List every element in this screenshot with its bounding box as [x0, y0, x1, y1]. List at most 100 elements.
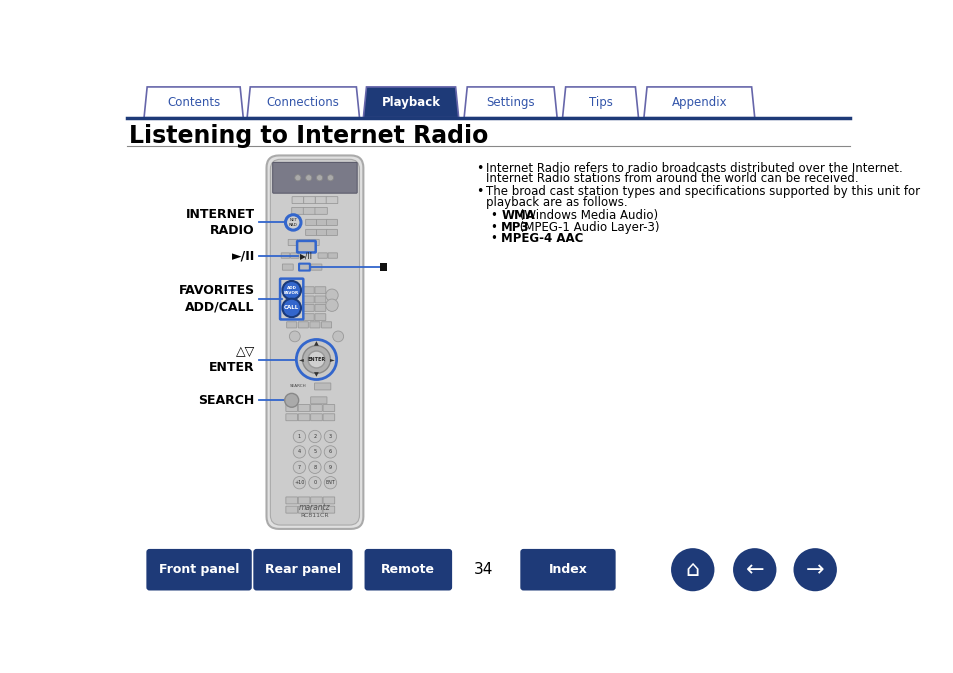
Polygon shape	[247, 87, 359, 118]
Text: 3: 3	[329, 434, 332, 439]
FancyBboxPatch shape	[311, 506, 322, 513]
Text: ENTER: ENTER	[307, 357, 325, 362]
Text: +10: +10	[294, 481, 304, 485]
FancyBboxPatch shape	[305, 229, 316, 236]
Polygon shape	[464, 87, 557, 118]
Text: NET
RAD: NET RAD	[289, 218, 297, 227]
FancyBboxPatch shape	[316, 229, 327, 236]
Circle shape	[793, 548, 836, 592]
Text: playback are as follows.: playback are as follows.	[485, 196, 627, 209]
FancyBboxPatch shape	[292, 207, 304, 215]
FancyBboxPatch shape	[321, 322, 332, 328]
Text: SEARCH: SEARCH	[290, 384, 306, 388]
FancyBboxPatch shape	[311, 404, 322, 411]
Text: ►: ►	[330, 357, 334, 362]
FancyBboxPatch shape	[314, 304, 325, 312]
Text: marantz: marantz	[299, 503, 331, 512]
Text: ▼: ▼	[314, 372, 318, 378]
FancyBboxPatch shape	[253, 549, 353, 590]
FancyBboxPatch shape	[311, 397, 327, 404]
Text: 4: 4	[297, 450, 301, 454]
FancyBboxPatch shape	[323, 506, 335, 513]
Circle shape	[289, 331, 300, 342]
FancyBboxPatch shape	[316, 219, 327, 225]
Text: Remote: Remote	[381, 563, 435, 576]
FancyBboxPatch shape	[309, 240, 319, 246]
Text: 9: 9	[329, 465, 332, 470]
Circle shape	[327, 175, 334, 181]
Text: RC811CR: RC811CR	[300, 513, 329, 518]
Text: Internet Radio refers to radio broadcasts distributed over the Internet.: Internet Radio refers to radio broadcast…	[485, 162, 902, 174]
Circle shape	[324, 446, 336, 458]
FancyBboxPatch shape	[286, 404, 297, 411]
Text: INTERNET
RADIO: INTERNET RADIO	[186, 208, 254, 237]
Circle shape	[284, 394, 298, 407]
Text: △▽
ENTER: △▽ ENTER	[209, 345, 254, 374]
Circle shape	[324, 476, 336, 489]
FancyBboxPatch shape	[303, 296, 314, 303]
Circle shape	[324, 430, 336, 443]
Circle shape	[309, 476, 321, 489]
FancyBboxPatch shape	[326, 197, 337, 203]
FancyBboxPatch shape	[273, 162, 356, 193]
Text: Internet Radio stations from around the world can be received.: Internet Radio stations from around the …	[485, 172, 858, 185]
Text: ►/II: ►/II	[232, 249, 254, 262]
FancyBboxPatch shape	[298, 506, 310, 513]
FancyBboxPatch shape	[270, 160, 359, 525]
Text: ENT: ENT	[325, 481, 335, 485]
FancyBboxPatch shape	[288, 240, 298, 246]
FancyBboxPatch shape	[298, 322, 308, 328]
Text: •: •	[490, 232, 497, 245]
Text: (MPEG-1 Audio Layer-3): (MPEG-1 Audio Layer-3)	[515, 221, 659, 234]
Circle shape	[282, 281, 301, 299]
FancyBboxPatch shape	[266, 155, 363, 529]
Circle shape	[293, 430, 305, 443]
Text: Tips: Tips	[588, 96, 612, 109]
Text: 5: 5	[313, 450, 316, 454]
Text: Connections: Connections	[267, 96, 339, 109]
Circle shape	[302, 346, 330, 374]
FancyBboxPatch shape	[314, 296, 325, 303]
FancyBboxPatch shape	[286, 322, 296, 328]
FancyBboxPatch shape	[311, 497, 322, 504]
FancyBboxPatch shape	[281, 253, 290, 258]
Text: 0: 0	[313, 481, 316, 485]
Text: 1: 1	[297, 434, 301, 439]
FancyBboxPatch shape	[314, 287, 325, 293]
Text: ←: ←	[744, 560, 763, 579]
Text: Rear panel: Rear panel	[265, 563, 340, 576]
FancyBboxPatch shape	[314, 383, 331, 390]
FancyBboxPatch shape	[317, 253, 327, 258]
Circle shape	[670, 548, 714, 592]
Text: CALL: CALL	[284, 306, 299, 310]
Circle shape	[732, 548, 776, 592]
Text: 34: 34	[474, 562, 493, 577]
Text: (Windows Media Audio): (Windows Media Audio)	[515, 209, 657, 222]
FancyBboxPatch shape	[323, 414, 335, 421]
FancyBboxPatch shape	[298, 414, 310, 421]
FancyBboxPatch shape	[364, 549, 452, 590]
Text: 6: 6	[329, 450, 332, 454]
FancyBboxPatch shape	[314, 207, 327, 215]
Text: The broad cast station types and specifications supported by this unit for: The broad cast station types and specifi…	[485, 186, 919, 199]
Text: •: •	[476, 162, 482, 174]
FancyBboxPatch shape	[298, 404, 310, 411]
Text: WMA: WMA	[500, 209, 535, 222]
Circle shape	[309, 446, 321, 458]
Circle shape	[294, 175, 301, 181]
FancyBboxPatch shape	[298, 497, 310, 504]
Circle shape	[316, 175, 322, 181]
FancyBboxPatch shape	[326, 219, 337, 225]
Text: Appendix: Appendix	[671, 96, 726, 109]
Circle shape	[285, 215, 301, 230]
Circle shape	[296, 339, 336, 380]
Text: •: •	[490, 209, 497, 222]
FancyBboxPatch shape	[311, 414, 322, 421]
Circle shape	[293, 476, 305, 489]
Text: FAVORITES
ADD/CALL: FAVORITES ADD/CALL	[178, 284, 254, 313]
Text: MPEG-4 AAC: MPEG-4 AAC	[500, 232, 583, 245]
FancyBboxPatch shape	[286, 414, 297, 421]
FancyBboxPatch shape	[146, 549, 252, 590]
Polygon shape	[562, 87, 638, 118]
FancyBboxPatch shape	[291, 253, 298, 258]
